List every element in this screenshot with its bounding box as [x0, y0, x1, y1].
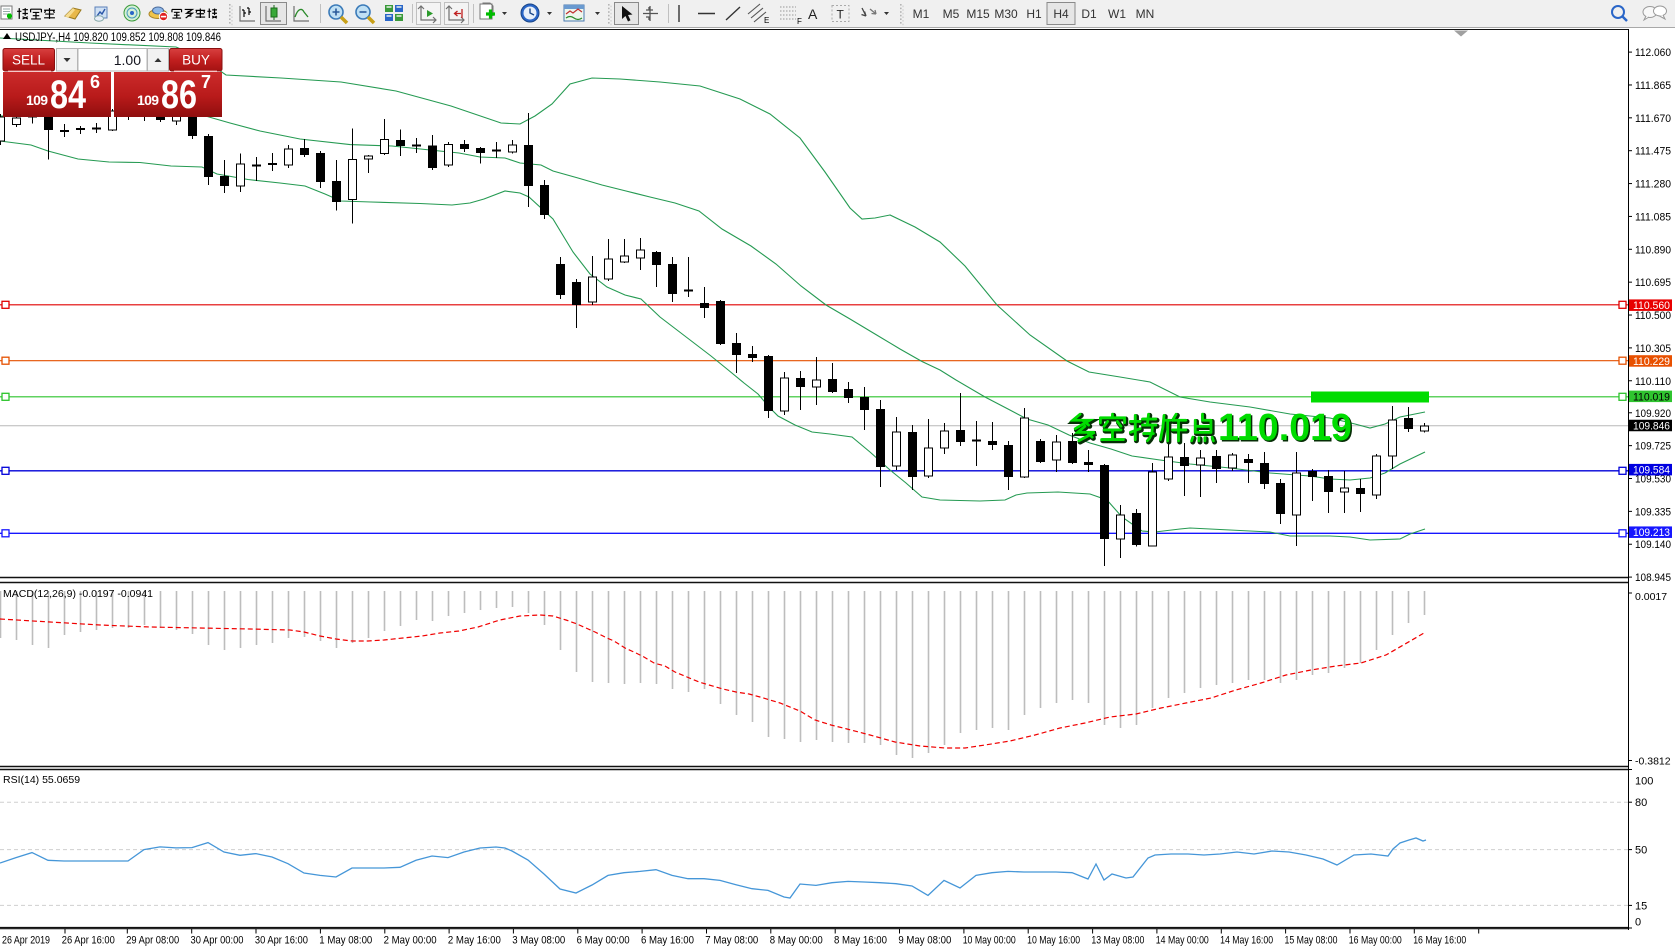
svg-text:110.019: 110.019 — [1220, 409, 1354, 451]
svg-text:15: 15 — [1635, 900, 1647, 912]
svg-text:110.019: 110.019 — [1633, 391, 1670, 403]
svg-text:109.530: 109.530 — [1635, 474, 1671, 486]
svg-text:109.213: 109.213 — [1633, 527, 1670, 539]
svg-text:2 May 00:00: 2 May 00:00 — [384, 935, 437, 947]
svg-text:112.060: 112.060 — [1635, 47, 1671, 59]
svg-text:F: F — [797, 17, 802, 26]
svg-text:M30: M30 — [994, 7, 1018, 21]
svg-text:110.019: 110.019 — [1218, 407, 1352, 449]
svg-text:H1: H1 — [1026, 7, 1042, 21]
svg-text:110.560: 110.560 — [1633, 300, 1670, 312]
svg-text:MN: MN — [1136, 7, 1155, 21]
svg-text:110.695: 110.695 — [1635, 277, 1671, 289]
svg-text:13 May 08:00: 13 May 08:00 — [1091, 935, 1144, 947]
svg-text:80: 80 — [1635, 797, 1647, 809]
svg-text:RSI(14) 55.0659: RSI(14) 55.0659 — [3, 774, 80, 786]
svg-text:6 May 16:00: 6 May 16:00 — [641, 935, 694, 947]
svg-text:6 May 00:00: 6 May 00:00 — [577, 935, 630, 947]
svg-text:7: 7 — [201, 72, 211, 92]
svg-text:15 May 08:00: 15 May 08:00 — [1285, 935, 1338, 947]
svg-text:30 Apr 00:00: 30 Apr 00:00 — [191, 935, 244, 947]
svg-text:A: A — [808, 6, 818, 22]
svg-text:8 May 00:00: 8 May 00:00 — [770, 935, 823, 947]
svg-text:8 May 16:00: 8 May 16:00 — [834, 935, 887, 947]
svg-text:50: 50 — [1635, 845, 1647, 857]
svg-text:H4: H4 — [1053, 7, 1069, 21]
svg-text:E: E — [764, 16, 769, 25]
svg-text:7 May 08:00: 7 May 08:00 — [705, 935, 758, 947]
svg-text:9 May 08:00: 9 May 08:00 — [898, 935, 951, 947]
svg-text:D1: D1 — [1081, 7, 1097, 21]
svg-text:86: 86 — [161, 73, 197, 117]
svg-text:109.725: 109.725 — [1635, 441, 1671, 453]
svg-text:16 May 00:00: 16 May 00:00 — [1349, 935, 1402, 947]
svg-text:110.500: 110.500 — [1635, 310, 1671, 322]
svg-text:109.584: 109.584 — [1633, 465, 1670, 477]
svg-text:110.890: 110.890 — [1635, 244, 1671, 256]
svg-text:M5: M5 — [943, 7, 960, 21]
svg-text:100: 100 — [1635, 776, 1653, 788]
svg-text:0: 0 — [1635, 917, 1641, 929]
svg-text:109: 109 — [137, 92, 159, 108]
svg-text:1 May 08:00: 1 May 08:00 — [319, 935, 372, 947]
svg-text:109.335: 109.335 — [1635, 506, 1671, 518]
svg-text:111.670: 111.670 — [1635, 113, 1671, 125]
svg-text:26 Apr 2019: 26 Apr 2019 — [2, 935, 50, 947]
svg-text:M15: M15 — [966, 7, 990, 21]
svg-text:110.229: 110.229 — [1633, 356, 1670, 368]
svg-text:110.305: 110.305 — [1635, 343, 1671, 355]
svg-text:109.920: 109.920 — [1635, 408, 1671, 420]
svg-text:10 May 16:00: 10 May 16:00 — [1027, 935, 1080, 947]
svg-text:111.280: 111.280 — [1635, 179, 1671, 191]
svg-text:T: T — [837, 8, 845, 22]
svg-text:108.945: 108.945 — [1635, 572, 1671, 584]
svg-text:14 May 16:00: 14 May 16:00 — [1220, 935, 1273, 947]
svg-text:3 May 08:00: 3 May 08:00 — [512, 935, 565, 947]
svg-text:0.0017: 0.0017 — [1635, 591, 1667, 603]
svg-text:MACD(12,26,9) -0.0197 -0.0941: MACD(12,26,9) -0.0197 -0.0941 — [3, 588, 153, 600]
svg-text:111.475: 111.475 — [1635, 146, 1671, 158]
svg-text:2 May 16:00: 2 May 16:00 — [448, 935, 501, 947]
svg-text:W1: W1 — [1108, 7, 1126, 21]
svg-text:111.085: 111.085 — [1635, 211, 1671, 223]
svg-text:109: 109 — [26, 92, 48, 108]
svg-text:109.846: 109.846 — [1633, 420, 1670, 432]
svg-text:110.110: 110.110 — [1635, 376, 1671, 388]
svg-text:10 May 00:00: 10 May 00:00 — [963, 935, 1016, 947]
svg-text:M1: M1 — [913, 7, 930, 21]
svg-text:USDJPY-,H4 109.820 109.852 10: USDJPY-,H4 109.820 109.852 109.808 109.8… — [15, 32, 221, 44]
svg-text:111.865: 111.865 — [1635, 80, 1671, 92]
svg-text:29 Apr 08:00: 29 Apr 08:00 — [126, 935, 179, 947]
svg-text:1.00: 1.00 — [114, 52, 141, 68]
svg-text:26 Apr 16:00: 26 Apr 16:00 — [62, 935, 115, 947]
svg-text:BUY: BUY — [182, 53, 210, 68]
svg-text:16 May 16:00: 16 May 16:00 — [1413, 935, 1466, 947]
svg-text:30 Apr 16:00: 30 Apr 16:00 — [255, 935, 308, 947]
svg-text:109.140: 109.140 — [1635, 539, 1671, 551]
svg-text:-0.3812: -0.3812 — [1635, 756, 1671, 768]
svg-text:84: 84 — [50, 73, 87, 117]
svg-text:14 May 00:00: 14 May 00:00 — [1156, 935, 1209, 947]
svg-text:SELL: SELL — [12, 53, 46, 68]
svg-text:6: 6 — [90, 72, 100, 92]
